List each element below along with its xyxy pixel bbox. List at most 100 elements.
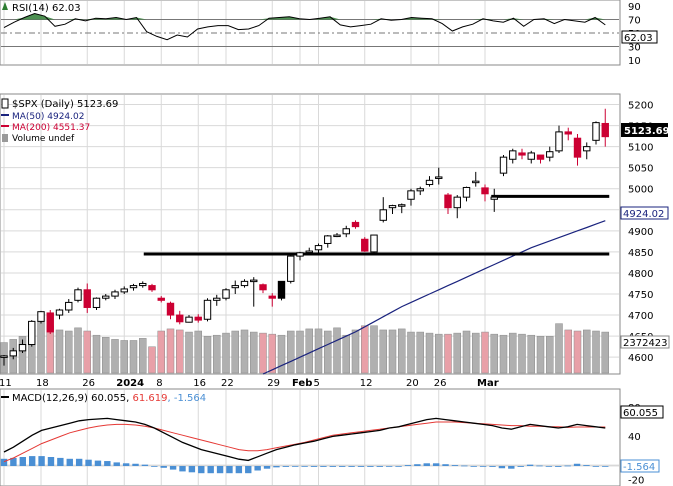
candle-down xyxy=(259,284,267,291)
macd-histogram-bar xyxy=(292,466,299,467)
macd-histogram-bar xyxy=(188,466,196,473)
volume-bar xyxy=(83,330,91,374)
macd-histogram-bar xyxy=(122,463,130,466)
macd-histogram-bar xyxy=(536,465,543,467)
x-axis-label: 18 xyxy=(36,378,49,389)
macd-histogram-bar xyxy=(104,461,111,466)
candle-up xyxy=(240,280,249,287)
macd-hist-value-tag: -1.564 xyxy=(620,459,660,473)
price-panel xyxy=(0,93,621,375)
macd-histogram-bar xyxy=(301,466,308,467)
macd-histogram-bar xyxy=(423,463,430,466)
volume-bar xyxy=(18,336,27,374)
macd-histogram-bar xyxy=(207,466,214,474)
macd-histogram-bar xyxy=(28,456,36,466)
macd-histogram-bar xyxy=(245,466,252,474)
macd-histogram-bar xyxy=(451,465,459,466)
volume-bar xyxy=(435,333,443,374)
x-axis-label: 26 xyxy=(434,378,447,389)
price-tick-label: 5050 xyxy=(628,164,653,175)
volume-legend-text: Volume undef xyxy=(12,134,75,144)
volume-bar xyxy=(314,328,323,374)
macd-histogram-bar xyxy=(339,466,346,467)
candle-up xyxy=(370,234,378,253)
macd-histogram-bar xyxy=(113,462,120,466)
macd-histogram-bar xyxy=(132,463,139,466)
rsi-line xyxy=(3,12,606,41)
volume-bar xyxy=(222,332,230,374)
candle-up xyxy=(120,288,128,293)
candle-up xyxy=(342,228,350,235)
macd-histogram-bar xyxy=(461,465,468,467)
x-axis-label: Mar xyxy=(477,378,499,389)
candle-layer xyxy=(0,108,609,366)
candle-up xyxy=(490,196,498,200)
volume-bar xyxy=(129,340,138,374)
candle-up xyxy=(398,204,406,207)
macd-histogram-bar xyxy=(367,466,374,467)
candle-up xyxy=(287,255,295,282)
volume-bar xyxy=(65,330,73,374)
ma50-value-text: 4924.02 xyxy=(623,209,664,220)
candle-up xyxy=(305,250,313,254)
price-tick-label: 4700 xyxy=(628,311,653,322)
macd-histogram-bar xyxy=(0,458,8,466)
candle-up xyxy=(231,285,239,289)
candle-up xyxy=(407,190,415,200)
macd-legend: MACD(12,26,9) 60.055, 61.619, -1.564 xyxy=(1,393,206,404)
candle-up xyxy=(139,282,147,287)
price-tick-label: 5200 xyxy=(628,101,653,112)
macd-histogram-bar xyxy=(592,466,600,467)
macd-histogram-bar xyxy=(216,466,224,474)
price-tick-label: 4850 xyxy=(628,248,653,259)
candle-down xyxy=(481,187,489,195)
macd-histogram-bar xyxy=(404,465,412,466)
candle-up xyxy=(18,344,27,352)
volume-bar xyxy=(139,338,147,374)
ma50-value-tag: 4924.02 xyxy=(620,206,669,220)
candle-up xyxy=(462,186,471,198)
macd-histogram-bar xyxy=(47,457,55,466)
macd-histogram-bar xyxy=(38,456,45,466)
volume-bar xyxy=(176,329,184,374)
macd-histogram-bar xyxy=(526,464,534,466)
volume-bar xyxy=(287,330,295,374)
candle-up xyxy=(213,297,221,301)
volume-bar xyxy=(324,330,332,374)
volume-bar xyxy=(379,329,387,374)
price-legend-text: $SPX (Daily) 5123.69 xyxy=(12,99,118,110)
volume-bar xyxy=(342,334,350,374)
macd-histogram-bar xyxy=(282,466,290,467)
candle-down xyxy=(148,285,156,291)
rsi-legend-icon xyxy=(2,2,8,10)
macd-histogram-bar xyxy=(555,466,562,467)
volume-bar xyxy=(453,332,461,374)
candle-down xyxy=(444,194,452,209)
volume-layer xyxy=(0,321,609,374)
candle-up xyxy=(102,295,110,299)
price-tick-label: 5100 xyxy=(628,143,653,154)
candle-up xyxy=(509,150,517,160)
x-axis-label: 2024 xyxy=(116,378,144,389)
volume-bar xyxy=(490,333,498,374)
candle-down xyxy=(194,316,202,321)
volume-bar xyxy=(92,334,101,374)
volume-bar xyxy=(370,325,378,374)
candle-up xyxy=(499,156,508,174)
macd-histogram-bar xyxy=(94,460,102,466)
volume-bar xyxy=(499,334,508,374)
volume-bar xyxy=(536,336,545,374)
volume-bar xyxy=(277,334,286,374)
price-legend: $SPX (Daily) 5123.69 MA(50) 4924.02 MA(2… xyxy=(1,98,118,144)
moving-average-layer xyxy=(262,220,606,375)
volume-bar xyxy=(259,332,267,374)
volume-bar xyxy=(573,330,582,374)
candle-down xyxy=(573,137,582,158)
candle-up xyxy=(203,299,212,320)
volume-bar xyxy=(296,330,304,374)
volume-bar xyxy=(157,330,165,374)
volume-bar xyxy=(55,329,64,374)
x-axis-label: 26 xyxy=(82,378,95,389)
candle-up xyxy=(92,297,101,308)
candle-up xyxy=(333,234,341,238)
